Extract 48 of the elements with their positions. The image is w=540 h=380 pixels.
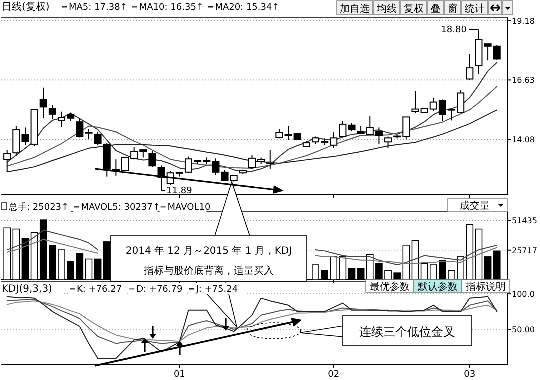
legend-label: MAVOL10 <box>168 203 211 213</box>
y-tick-label: 16.63 <box>512 76 535 86</box>
text: 窗 <box>448 3 458 15</box>
annotation: 指标说明 <box>465 281 506 293</box>
bar <box>420 263 428 280</box>
y-tick-label: 100.0 <box>512 290 535 300</box>
candlestick <box>4 150 12 173</box>
x-tick-label: 03 <box>464 370 476 380</box>
y-tick-label: 19.18 <box>512 16 535 26</box>
legend-label: J: +75.24 <box>195 285 238 295</box>
text: 加自选 <box>340 3 370 15</box>
legend-label: 总手: 25023↑ <box>8 202 70 213</box>
annotation: 2014 年 12 月～2015 年 1 月，KDJ <box>126 245 292 257</box>
y-tick-label: 50.00 <box>512 326 535 335</box>
y-tick-label: 14.08 <box>512 136 535 145</box>
candlestick <box>148 150 156 168</box>
annotation: 指标与股价底背离，适量买入 <box>143 265 274 277</box>
legend-label: MAVOL5: 30237↑ <box>81 203 160 213</box>
legend-label: MA20: 15.34↑ <box>215 3 280 13</box>
line-series <box>6 296 498 360</box>
annotation: 默认参数 <box>417 281 458 293</box>
annotation: 最优参数 <box>370 281 410 293</box>
x-tick-label: 01 <box>174 370 186 380</box>
y-tick-label: 25717 <box>512 246 538 256</box>
y-tick-label: 51435 <box>512 216 538 226</box>
chart-title: KDJ(9,3,3) <box>2 284 53 295</box>
line-series <box>6 110 498 173</box>
legend-label: K: +76.27 <box>77 285 122 295</box>
legend-label: MA5: 17.38↑ <box>69 3 128 13</box>
bar <box>493 250 501 280</box>
text: 均线 <box>376 3 397 15</box>
legend-label: MA10: 16.35↑ <box>139 3 204 13</box>
candlestick <box>384 136 392 149</box>
annotation: 连续三个低位金叉 <box>360 325 456 339</box>
text: 统计 <box>465 3 485 15</box>
annotation: 11.89 <box>166 186 193 197</box>
text: 复权 <box>404 3 424 15</box>
candlestick <box>466 54 474 81</box>
chart-title: 日线(复权) <box>2 1 50 13</box>
line-series <box>6 62 498 172</box>
x-tick-label: 02 <box>328 370 340 380</box>
annotation: 18.80 <box>441 26 468 36</box>
candlestick <box>48 104 56 120</box>
text: 叠 <box>431 4 441 15</box>
text: 成交量 <box>460 200 490 212</box>
legend-label: D: +76.79 <box>136 285 184 295</box>
candlestick <box>40 87 48 119</box>
bar <box>484 256 492 280</box>
